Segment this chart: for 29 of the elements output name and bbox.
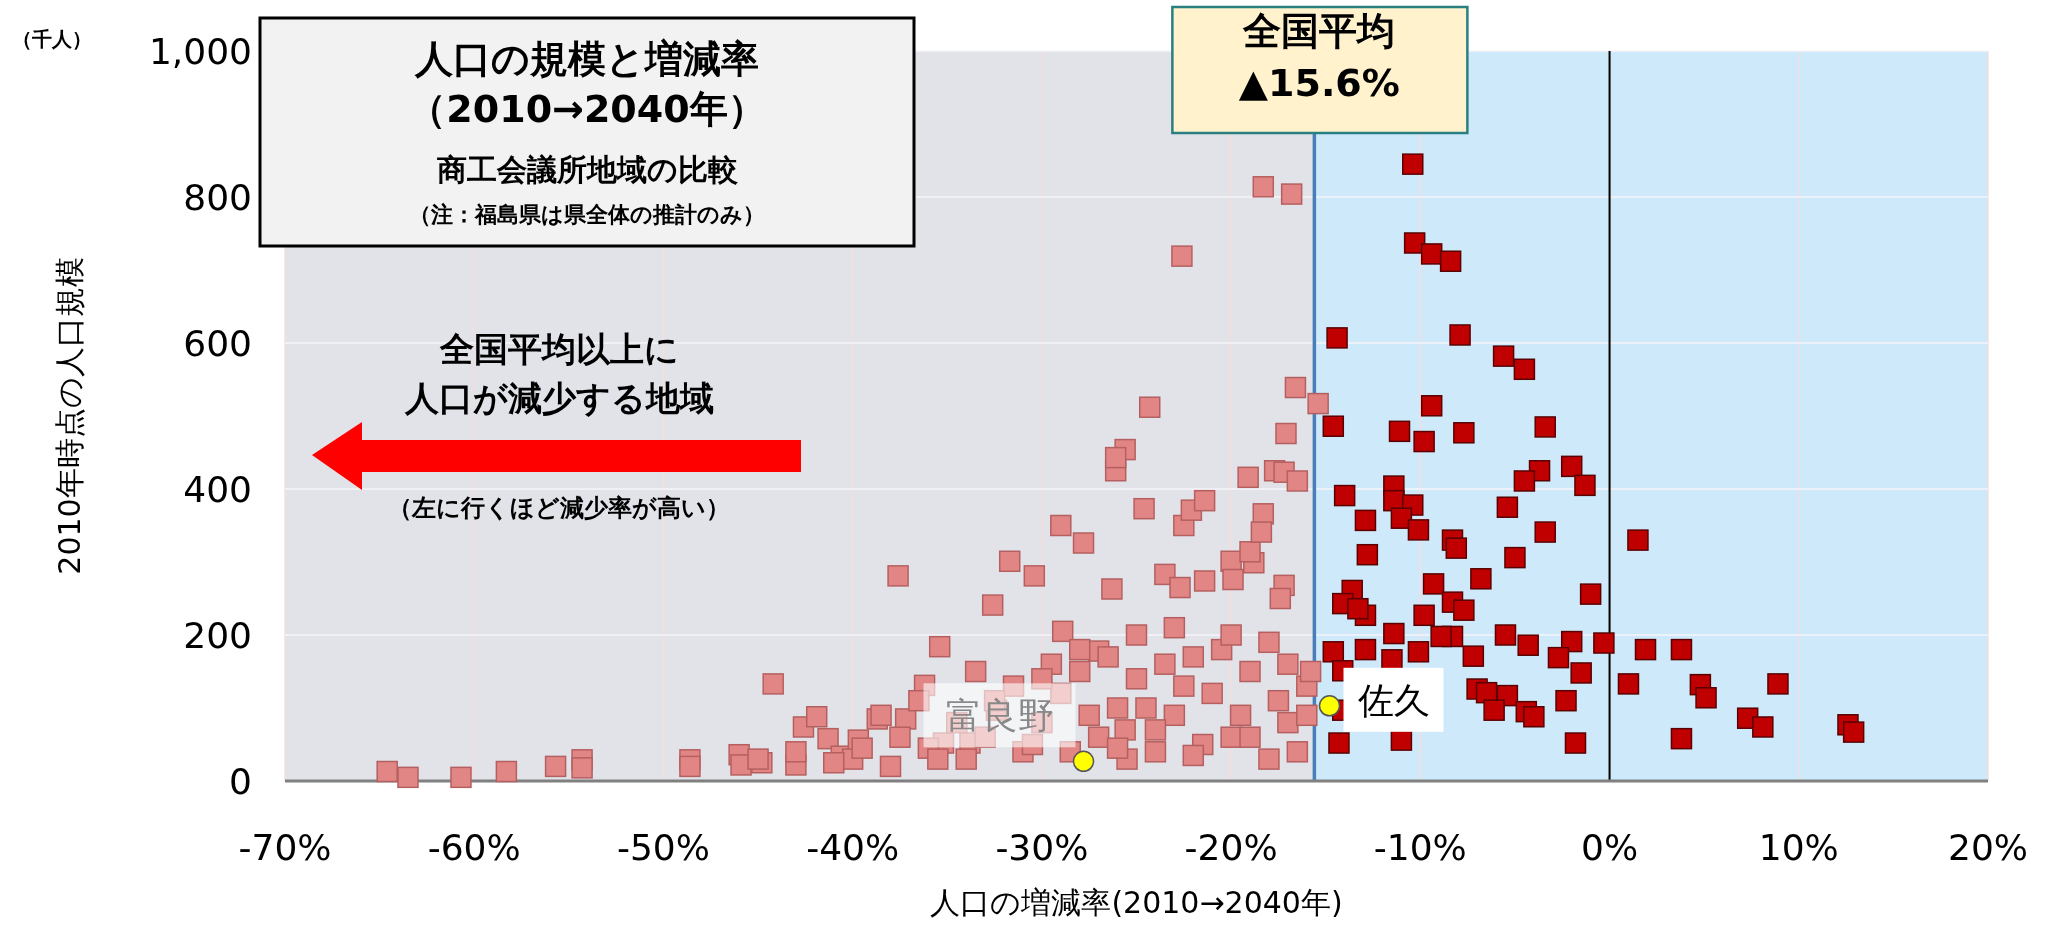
x-tick-label: -50% [616,827,710,868]
annotation: 全国平均以上に [438,329,679,369]
x-tick-label: -70% [238,827,332,868]
x-tick-label: 20% [1947,827,2029,868]
text: （2010→2040年） [408,87,766,131]
annotation: 富良野 [945,695,1054,737]
annotation: （左に行くほど減少率が高い） [388,494,730,522]
ref-line-label: 全国平均 ▲15.6% [1238,9,1400,105]
x-tick-label: -60% [427,827,521,868]
text: （千人） [12,27,92,51]
y-tick-label: 800 [183,177,252,218]
chart-title: 人口の規模と増減率 [414,37,759,81]
x-tick-label: 0% [1580,827,1639,868]
y-tick-label: 1,000 [148,31,252,72]
annotation: 佐久 [1357,679,1430,721]
x-tick-label: 10% [1758,827,1839,868]
x-tick-label: -10% [1373,827,1467,868]
y-axis-title: 2010年時点の人口規模 [52,257,87,575]
x-tick-label: -40% [806,827,900,868]
annotation: （注：福島県は県全体の推計のみ） [409,202,765,227]
x-axis-title: 人口の増減率(2010→2040年) [930,885,1343,920]
x-tick-label: -20% [1184,827,1278,868]
annotation: 商工会議所地域の比較 [436,152,738,187]
annotation: 人口が減少する地域 [403,378,714,418]
y-tick-label: 200 [183,615,252,656]
x-tick-label: -30% [995,827,1089,868]
y-tick-label: 600 [183,323,252,364]
y-tick-label: 400 [183,469,252,510]
y-tick-label: 0 [229,761,252,802]
